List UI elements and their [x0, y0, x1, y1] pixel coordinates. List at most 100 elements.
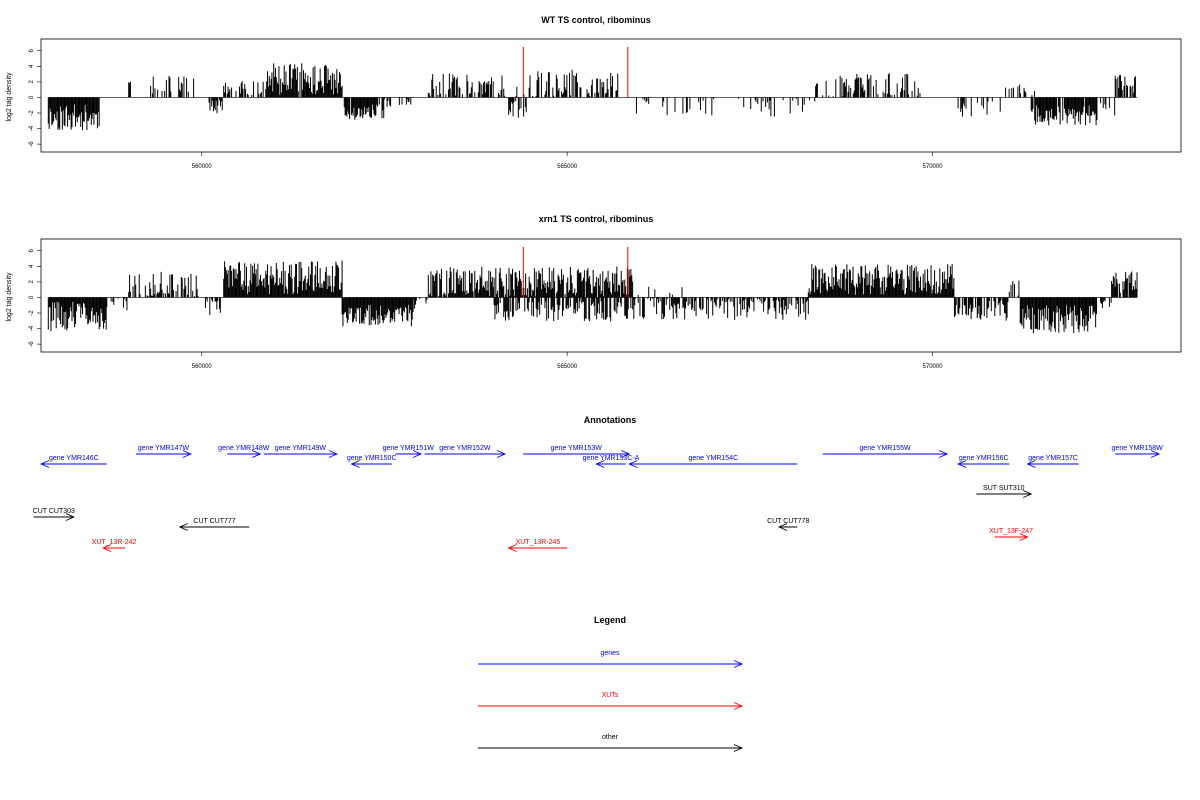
annotation-gene: gene YMR146C [39, 455, 107, 468]
annotation-xut: XUT_13F-247 [989, 528, 1033, 541]
legend-items: genes XUTs other [478, 650, 744, 752]
y-tick-label: 4 [29, 264, 35, 268]
feature-arrow-head [39, 460, 50, 468]
feature-label: gene YMR151W [383, 445, 435, 452]
annotation-other: CUT CUT778 [767, 518, 809, 531]
annotation-gene: gene YMR148W [218, 445, 270, 458]
feature-arrow-head [507, 544, 517, 552]
annotation-gene: gene YMR151W [383, 445, 435, 458]
y-tick-label: 0 [29, 95, 35, 99]
annotations-title: Annotations [584, 415, 637, 425]
y-tick-label: -6 [29, 341, 35, 347]
feature-label: gene YMR154C [688, 455, 738, 462]
feature-label: gene YMR158W [1112, 445, 1164, 452]
legend-arrow-head [733, 660, 744, 668]
feature-label: gene YMR150C [347, 455, 397, 462]
feature-label: gene YMR146C [49, 455, 99, 462]
annotation-other: CUT CUT777 [178, 518, 250, 531]
feature-arrow-head [956, 460, 967, 468]
plot-area-xrn1: 6 4 2 0 -2 -4 -6 560000 565000 570000 [29, 238, 1182, 370]
annotation-xut: XUT_13R-245 [507, 539, 568, 552]
feature-arrow-head [496, 450, 507, 458]
feature-arrow-head [328, 450, 339, 458]
feature-arrow-head [101, 544, 112, 552]
annotation-gene: gene YMR147W [136, 445, 192, 458]
feature-label: SUT SUT310 [983, 485, 1025, 492]
feature-arrow-head [252, 450, 262, 458]
annotation-gene: gene YMR150C [347, 455, 397, 468]
annotation-other: SUT SUT310 [976, 485, 1033, 498]
y-tick-label: 4 [29, 64, 35, 68]
annotation-gene: gene YMR153C-A [583, 455, 640, 468]
plot-frame [40, 38, 1182, 153]
y-tick-label: 0 [29, 295, 35, 299]
legend-item-label: genes [600, 650, 620, 657]
x-tick-label: 570000 [923, 364, 944, 370]
legend-item-label: other [602, 734, 619, 741]
feature-label: gene YMR155W [859, 445, 911, 452]
y-tick-label: 6 [29, 248, 35, 252]
x-tick-label: 565000 [557, 364, 578, 370]
y-tick-label: -4 [29, 125, 35, 131]
legend-item: XUTs [478, 692, 744, 710]
feature-label: gene YMR149W [275, 445, 327, 452]
feature-arrow-head [1026, 460, 1036, 468]
feature-label: XUT_13R-245 [516, 539, 561, 546]
annotation-gene: gene YMR157C [1026, 455, 1079, 468]
feature-label: gene YMR157C [1028, 455, 1078, 462]
annotation-gene: gene YMR158W [1112, 445, 1164, 458]
feature-label: gene YMR152W [439, 445, 491, 452]
annotation-gene: gene YMR154C [628, 455, 798, 468]
feature-label: gene YMR156C [959, 455, 1009, 462]
feature-arrow-head [777, 523, 788, 531]
feature-arrow-head [1019, 533, 1029, 541]
plot-area-wt: 6 4 2 0 -2 -4 -6 560000 565000 570000 [29, 38, 1182, 170]
feature-label: CUT CUT303 [33, 508, 75, 515]
x-tick-label: 570000 [923, 164, 944, 170]
annotation-gene: gene YMR153W [523, 445, 631, 458]
annotation-xut: XUT_13R-242 [92, 539, 137, 552]
feature-label: gene YMR153W [551, 445, 603, 452]
legend-item: genes [478, 650, 744, 668]
legend-arrow-head [733, 702, 744, 710]
feature-label: XUT_13F-247 [989, 528, 1033, 535]
annotation-gene: gene YMR155W [822, 445, 949, 458]
annotation-features: gene YMR146C gene YMR147W gene YMR148W gene… [33, 445, 1164, 552]
x-tick-label: 565000 [557, 164, 578, 170]
feature-arrow-head [1150, 450, 1161, 458]
panel-title-wt: WT TS control, ribominus [541, 15, 651, 25]
x-tick-label: 560000 [192, 364, 213, 370]
y-tick-label: 2 [29, 80, 35, 84]
feature-label: gene YMR147W [138, 445, 190, 452]
panel-title-xrn1: xrn1 TS control, ribominus [539, 214, 654, 224]
y-tick-label: -2 [29, 110, 35, 116]
feature-arrow-head [182, 450, 192, 458]
feature-label: gene YMR148W [218, 445, 270, 452]
feature-arrow-head [595, 460, 605, 468]
x-tick-label: 560000 [192, 164, 213, 170]
feature-arrow-head [1023, 490, 1033, 498]
feature-arrow-head [65, 513, 76, 521]
legend-arrow-head [733, 744, 744, 752]
legend-item-label: XUTs [602, 692, 619, 699]
track-panel-wt: WT TS control, ribominus log2 tag densit… [6, 15, 1182, 170]
y-tick-label: -4 [29, 325, 35, 331]
feature-arrow-head [621, 450, 631, 458]
y-tick-label: 2 [29, 280, 35, 284]
feature-label: CUT CUT777 [193, 518, 235, 525]
feature-arrow-head [938, 450, 949, 458]
feature-arrow-head [628, 460, 638, 468]
annotation-gene: gene YMR149W [263, 445, 339, 458]
feature-arrow-head [412, 450, 423, 458]
y-axis-label-xrn1: log2 tag density [6, 272, 13, 322]
legend-title: Legend [594, 615, 626, 625]
annotation-gene: gene YMR156C [956, 455, 1010, 468]
feature-label: gene YMR153C-A [583, 455, 640, 462]
annotation-other: CUT CUT303 [33, 508, 75, 521]
feature-label: CUT CUT778 [767, 518, 809, 525]
feature-label: XUT_13R-242 [92, 539, 137, 546]
y-tick-label: -6 [29, 141, 35, 147]
y-tick-label: 6 [29, 48, 35, 52]
